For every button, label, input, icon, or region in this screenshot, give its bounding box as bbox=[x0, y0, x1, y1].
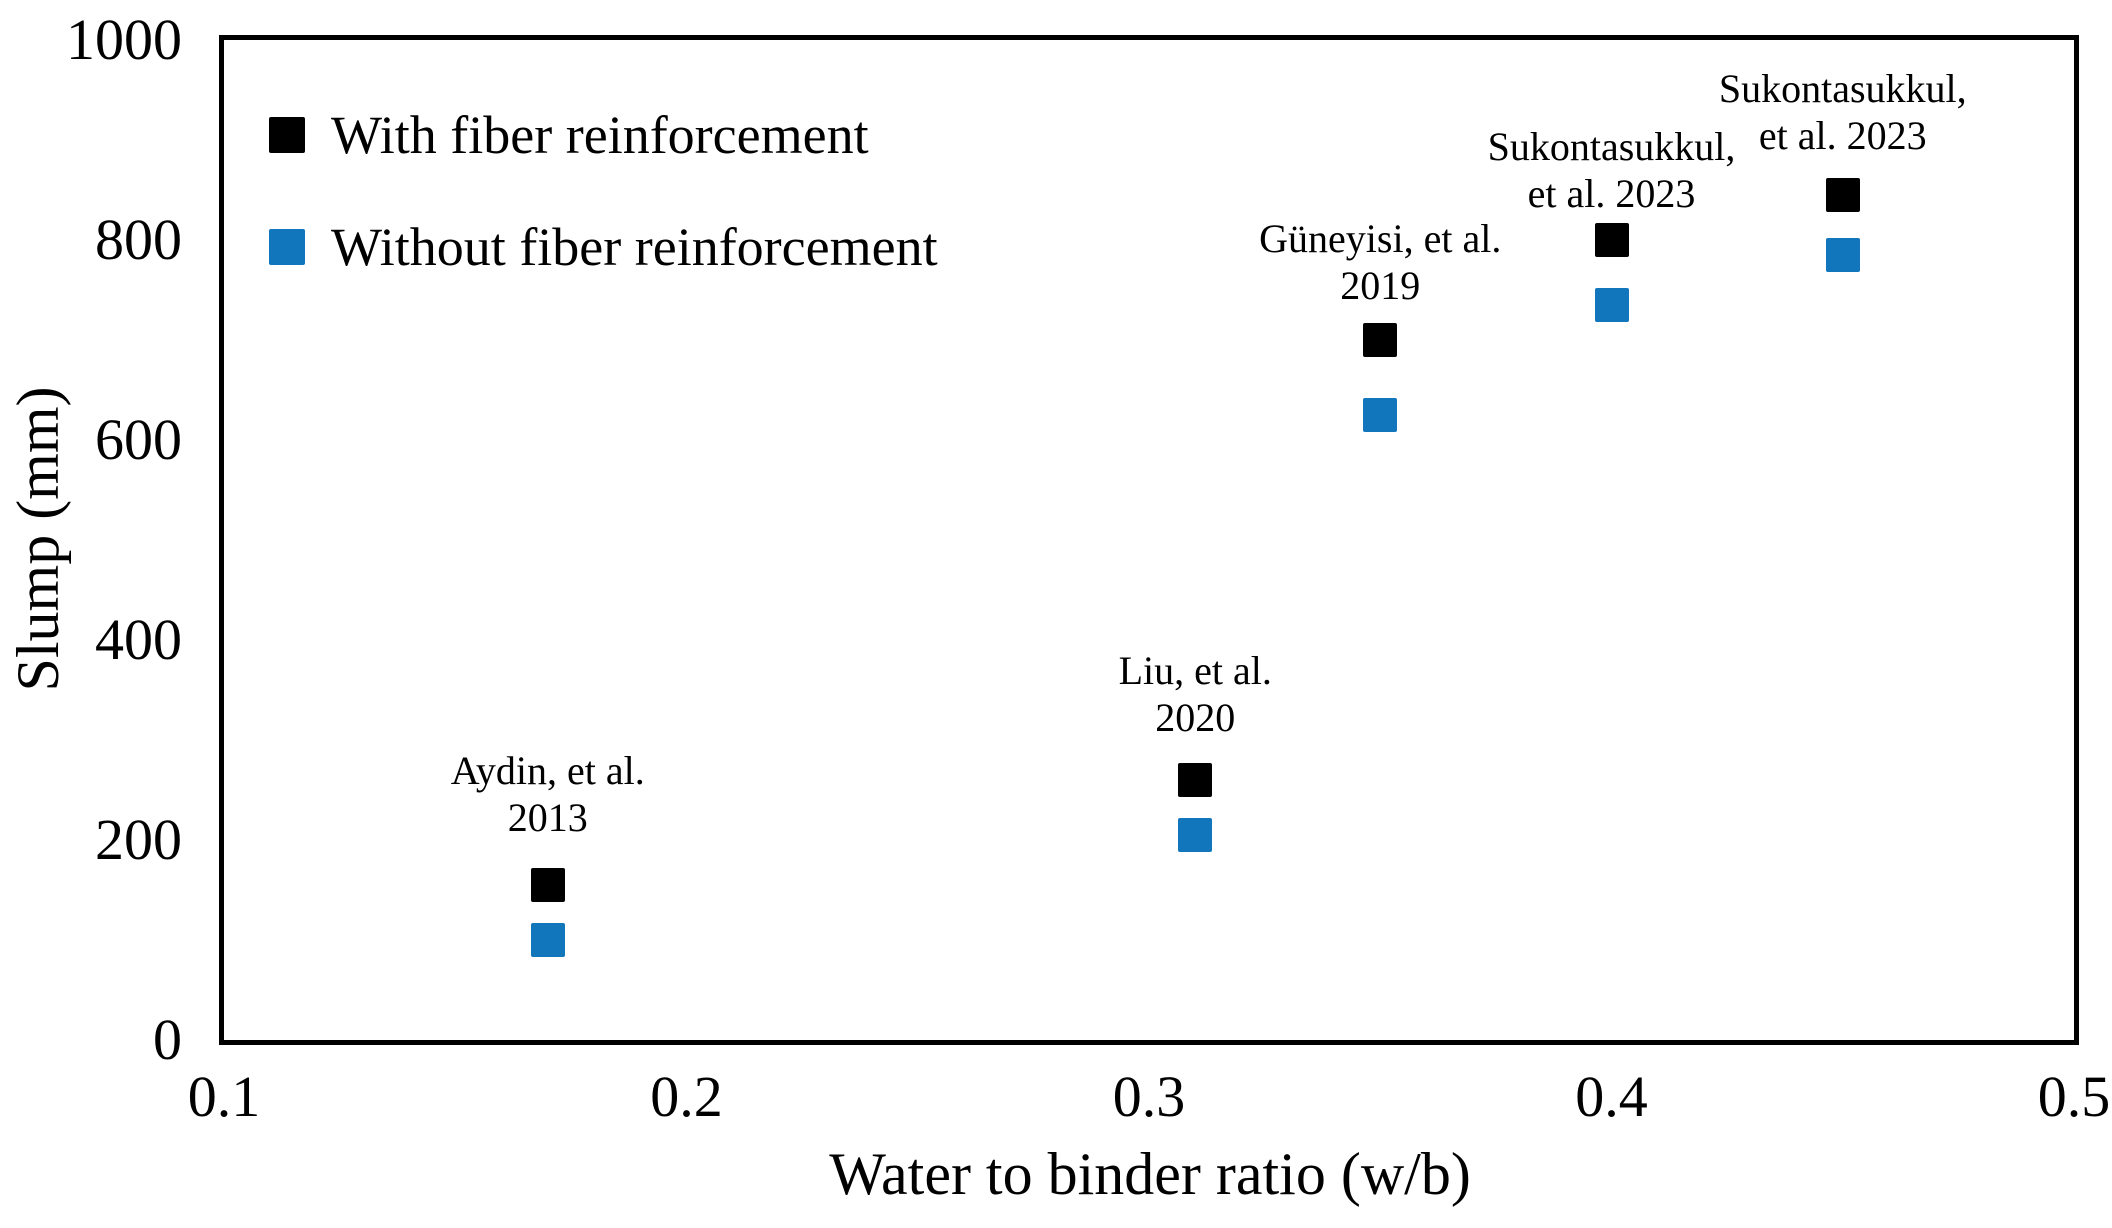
point-annotation: Güneyisi, et al. 2019 bbox=[1259, 215, 1501, 309]
x-axis-title: Water to binder ratio (w/b) bbox=[829, 1141, 1471, 1207]
point-annotation: Aydin, et al. 2013 bbox=[451, 747, 645, 841]
legend-item-with-fiber: With fiber reinforcement bbox=[269, 108, 938, 162]
data-point-without-fiber bbox=[530, 923, 565, 957]
data-point-with-fiber bbox=[530, 868, 565, 902]
point-annotation: Sukontasukkul, et al. 2023 bbox=[1488, 123, 1736, 217]
point-annotation-line: 2013 bbox=[507, 795, 588, 840]
x-tick-label: 0.3 bbox=[1112, 1064, 1186, 1129]
point-annotation-line: Sukontasukkul, bbox=[1487, 124, 1736, 169]
legend-square-icon bbox=[269, 117, 305, 153]
legend: With fiber reinforcement Without fiber re… bbox=[269, 108, 938, 274]
y-tick-label: 600 bbox=[95, 407, 182, 472]
y-tick-label: 800 bbox=[95, 207, 182, 272]
legend-item-without-fiber: Without fiber reinforcement bbox=[269, 220, 938, 274]
legend-square-icon bbox=[269, 229, 305, 265]
data-point-with-fiber bbox=[1594, 223, 1629, 257]
y-tick-label: 1000 bbox=[66, 7, 182, 72]
data-point-without-fiber bbox=[1825, 238, 1860, 272]
point-annotation-line: Liu, et al. bbox=[1118, 648, 1272, 693]
data-point-without-fiber bbox=[1363, 398, 1398, 432]
legend-label: Without fiber reinforcement bbox=[331, 217, 938, 277]
x-tick-label: 0.2 bbox=[650, 1064, 723, 1129]
y-tick-label: 0 bbox=[153, 1007, 182, 1072]
legend-label: With fiber reinforcement bbox=[331, 105, 869, 165]
point-annotation-line: Aydin, et al. bbox=[450, 748, 645, 793]
data-point-with-fiber bbox=[1178, 763, 1213, 797]
data-point-with-fiber bbox=[1363, 323, 1398, 357]
data-point-without-fiber bbox=[1178, 818, 1213, 852]
point-annotation-line: et al. 2023 bbox=[1758, 113, 1927, 158]
x-tick-label: 0.1 bbox=[187, 1064, 261, 1129]
point-annotation-line: et al. 2023 bbox=[1527, 171, 1696, 216]
data-point-without-fiber bbox=[1594, 288, 1629, 322]
point-annotation: Sukontasukkul, et al. 2023 bbox=[1719, 65, 1967, 159]
x-tick-label: 0.4 bbox=[1575, 1064, 1648, 1129]
point-annotation-line: Sukontasukkul, bbox=[1718, 66, 1967, 111]
point-annotation-line: 2020 bbox=[1155, 695, 1236, 740]
y-tick-label: 400 bbox=[95, 607, 182, 672]
x-tick-label: 0.5 bbox=[2037, 1064, 2111, 1129]
y-axis-title: Slump (mm) bbox=[5, 386, 71, 692]
data-point-with-fiber bbox=[1825, 178, 1860, 212]
plot-area: With fiber reinforcement Without fiber re… bbox=[219, 35, 2079, 1045]
point-annotation-line: Güneyisi, et al. bbox=[1259, 216, 1502, 261]
y-tick-label: 200 bbox=[95, 807, 182, 872]
point-annotation-line: 2019 bbox=[1340, 263, 1421, 308]
point-annotation: Liu, et al. 2020 bbox=[1119, 647, 1272, 741]
